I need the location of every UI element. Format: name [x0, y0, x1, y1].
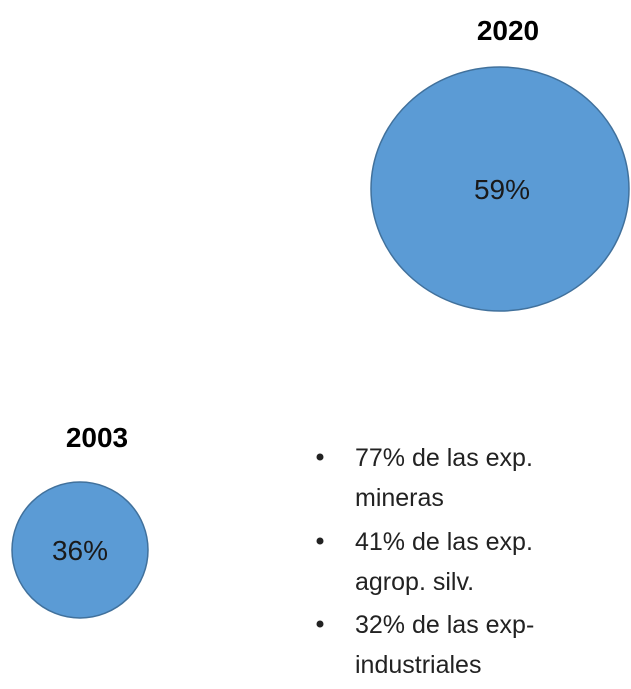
circle-2020	[370, 66, 630, 312]
circle-2003	[11, 481, 149, 619]
bullet-dot	[316, 620, 324, 628]
circle-title: 2003	[66, 422, 128, 453]
bullet-dot	[316, 453, 324, 461]
circle-title: 2020	[477, 15, 539, 46]
bullet-text: agrop. silv.	[355, 568, 474, 596]
bullet-text: mineras	[355, 484, 444, 512]
bullet-list: 77% de las exp. mineras 41% de las exp. agr…	[316, 444, 534, 679]
bullet-text: 77% de las exp.	[355, 444, 533, 472]
bullet-text: 41% de las exp.	[355, 528, 533, 556]
bullet-text: 32% de las exp-	[355, 611, 534, 639]
bullet-dot	[316, 537, 324, 545]
circle-label: 36%	[52, 535, 108, 566]
circle-label: 59%	[474, 174, 530, 205]
bullet-text: industriales	[355, 651, 481, 679]
